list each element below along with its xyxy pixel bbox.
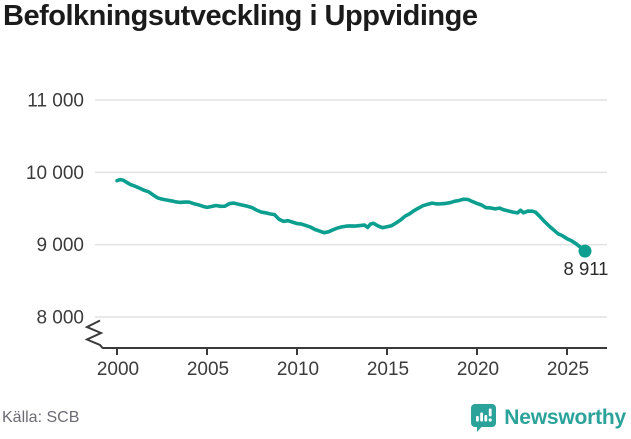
population-line: [115, 177, 587, 253]
end-point-dot: [578, 244, 592, 258]
newsworthy-logo: Newsworthy: [470, 403, 626, 433]
end-value-label: 8 911: [564, 258, 609, 279]
bar-small: [476, 416, 480, 422]
bar-tall: [480, 412, 484, 422]
axis-break-icon: [84, 319, 104, 350]
newsworthy-wordmark: Newsworthy: [504, 406, 626, 429]
chart-footer: Källa: SCB Newsworthy: [2, 402, 626, 434]
y-tick-label: 8 000: [36, 308, 84, 329]
bar-medium: [484, 415, 488, 422]
chart-title: Befolkningsutveckling i Uppvidinge: [3, 0, 478, 32]
exclamation-bar: [489, 408, 492, 417]
x-tick-label: 2020: [457, 359, 499, 380]
y-tick-label: 10 000: [26, 163, 84, 184]
y-tick-label: 11 000: [27, 91, 84, 112]
x-tick-label: 2000: [97, 359, 139, 380]
newsworthy-bubble-chart-icon: [471, 404, 497, 432]
source-label: Källa: SCB: [2, 409, 80, 426]
x-tick-label: 2015: [367, 359, 409, 380]
exclamation-dot: [488, 418, 493, 422]
x-tick-label: 2025: [547, 359, 589, 380]
x-tick-label: 2005: [187, 359, 229, 380]
x-tick-label: 2010: [277, 359, 319, 380]
y-tick-label: 9 000: [36, 235, 84, 256]
bubble-shape: [471, 404, 497, 432]
